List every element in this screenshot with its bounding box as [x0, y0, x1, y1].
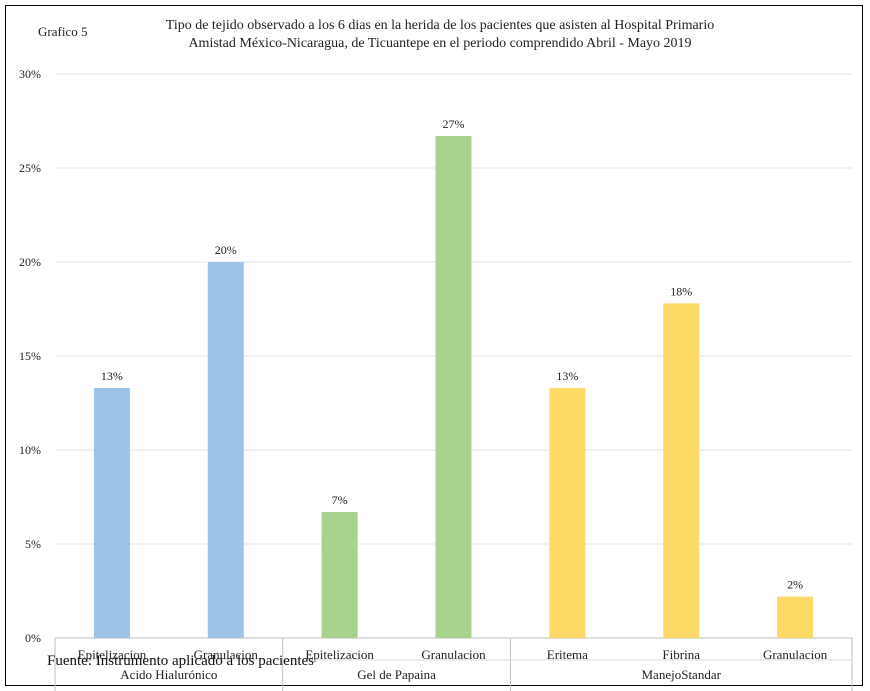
group-label: ManejoStandar: [642, 667, 722, 682]
y-tick-label: 15%: [19, 349, 41, 363]
bar-data-label: 18%: [670, 284, 692, 298]
chart-title-line-2: Amistad México-Nicaragua, de Ticuantepe …: [188, 36, 692, 51]
x-tick-label: Granulacion: [763, 647, 828, 662]
bar-data-label: 20%: [215, 243, 237, 257]
bar-data-label: 2%: [787, 578, 803, 592]
y-tick-label: 0%: [25, 631, 41, 645]
bar: [207, 262, 244, 638]
figure-label: Grafico 5: [38, 24, 88, 39]
bar-data-label: 13%: [101, 369, 123, 383]
bar-data-label: 27%: [443, 117, 465, 131]
x-tick-label: Epitelizacion: [305, 647, 374, 662]
source-note: Fuente: Instrumento aplicado a los pacie…: [47, 653, 315, 669]
bar: [663, 303, 700, 638]
bar: [435, 136, 472, 639]
x-tick-label: Granulacion: [421, 647, 486, 662]
y-tick-label: 5%: [25, 537, 41, 551]
bar: [549, 387, 586, 638]
y-tick-label: 10%: [19, 443, 41, 457]
x-tick-label: Granulacion: [194, 647, 259, 662]
chart-title-line-1: Tipo de tejido observado a los 6 dias en…: [165, 18, 715, 33]
y-tick-label: 25%: [19, 161, 41, 175]
y-tick-label: 30%: [19, 67, 41, 81]
y-tick-label: 20%: [19, 255, 41, 269]
chart-frame: [5, 5, 863, 686]
bar-data-label: 7%: [332, 493, 348, 507]
bar-data-label: 13%: [556, 369, 578, 383]
x-tick-label: Epitelizacion: [78, 647, 147, 662]
group-label: Gel de Papaina: [357, 667, 436, 682]
bar: [321, 512, 358, 638]
bar: [777, 596, 814, 638]
bar: [93, 387, 130, 638]
x-tick-label: Eritema: [547, 647, 588, 662]
x-tick-label: Fibrina: [662, 647, 700, 662]
group-label: Acido Hialurónico: [120, 667, 217, 682]
